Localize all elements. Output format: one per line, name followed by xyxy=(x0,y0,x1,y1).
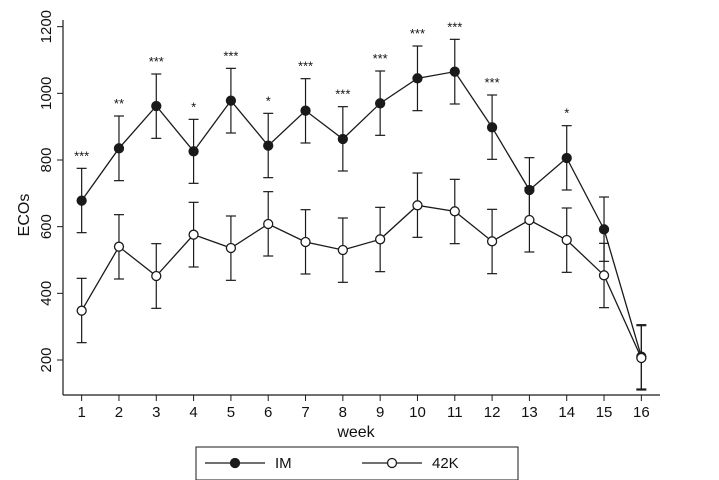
y-tick-label: 400 xyxy=(38,281,55,306)
data-point-IM xyxy=(524,184,535,196)
data-point-42K xyxy=(337,244,348,256)
data-point-42K xyxy=(300,236,311,248)
significance-mark: *** xyxy=(298,59,313,74)
data-point-IM xyxy=(337,133,348,145)
legend: IM 42K xyxy=(195,446,519,480)
significance-mark: *** xyxy=(410,26,425,41)
significance-annotations: ************************* ******* xyxy=(74,19,569,163)
data-point-IM xyxy=(263,140,274,151)
data-point-42K xyxy=(188,229,199,240)
legend-label-42K: 42K xyxy=(432,455,459,472)
x-tick-label: 9 xyxy=(376,404,384,421)
significance-mark: ** xyxy=(114,96,124,111)
significance-mark: *** xyxy=(149,54,164,69)
significance-mark: *** xyxy=(485,75,500,90)
series-lines xyxy=(81,70,642,359)
x-tick-label: 15 xyxy=(596,404,613,421)
data-point-IM xyxy=(188,146,199,157)
series-line-42K xyxy=(81,204,642,359)
x-tick-label: 1 xyxy=(77,404,85,421)
x-tick-label: 6 xyxy=(264,404,272,421)
data-point-IM xyxy=(561,152,572,164)
data-point-IM xyxy=(375,98,386,109)
x-tick-label: 3 xyxy=(152,404,160,421)
data-point-IM xyxy=(300,105,311,116)
y-tick-label: 200 xyxy=(38,347,55,372)
x-tick-label: 5 xyxy=(227,404,235,421)
data-point-42K xyxy=(76,305,87,316)
data-point-42K xyxy=(412,200,423,211)
y-tick-label: 1200 xyxy=(38,10,55,43)
data-points xyxy=(76,66,647,364)
data-point-IM xyxy=(598,224,610,235)
significance-mark: *** xyxy=(373,51,388,66)
x-tick-label: 4 xyxy=(189,404,197,421)
series-line-IM xyxy=(81,70,642,357)
y-tick-label: 1000 xyxy=(38,77,55,110)
data-point-42K xyxy=(524,214,535,226)
x-tick-label: 2 xyxy=(115,404,123,421)
data-point-42K xyxy=(636,352,647,364)
error-bars xyxy=(76,38,647,391)
data-point-IM xyxy=(225,95,237,106)
x-axis-label: week xyxy=(336,424,375,441)
significance-mark: *** xyxy=(335,87,350,102)
data-point-42K xyxy=(375,234,386,245)
data-point-IM xyxy=(76,195,87,206)
significance-mark: * xyxy=(266,93,271,108)
x-tick-label: 7 xyxy=(301,404,309,421)
data-point-42K xyxy=(598,270,610,281)
data-point-IM xyxy=(449,66,460,77)
data-point-IM xyxy=(412,73,423,84)
data-point-42K xyxy=(561,234,572,246)
y-axis-label: ECOs xyxy=(16,194,33,237)
legend-label-IM: IM xyxy=(275,455,292,472)
y-tick-label: 800 xyxy=(38,147,55,172)
data-point-IM xyxy=(486,122,498,133)
x-tick-label: 13 xyxy=(521,404,538,421)
significance-mark: * xyxy=(564,106,569,121)
significance-mark: *** xyxy=(447,19,462,34)
x-tick-label: 10 xyxy=(409,404,426,421)
data-point-IM xyxy=(113,143,125,154)
data-point-42K xyxy=(225,242,237,254)
y-tick-label: 600 xyxy=(38,214,55,239)
x-tick-label: 14 xyxy=(558,404,575,421)
significance-mark: *** xyxy=(223,48,238,63)
x-tick-label: 12 xyxy=(484,404,501,421)
data-point-42K xyxy=(263,218,274,230)
significance-mark: *** xyxy=(74,148,89,163)
x-tick-label: 8 xyxy=(339,404,347,421)
x-tick-label: 11 xyxy=(447,404,463,421)
data-point-42K xyxy=(486,236,498,247)
data-point-IM xyxy=(151,100,162,112)
data-point-42K xyxy=(113,241,125,252)
significance-mark: * xyxy=(191,99,196,114)
x-tick-label: 16 xyxy=(633,404,650,421)
data-point-42K xyxy=(449,206,460,217)
legend-marker-42K xyxy=(386,457,398,469)
legend-marker-IM xyxy=(229,457,241,469)
data-point-42K xyxy=(151,270,162,282)
